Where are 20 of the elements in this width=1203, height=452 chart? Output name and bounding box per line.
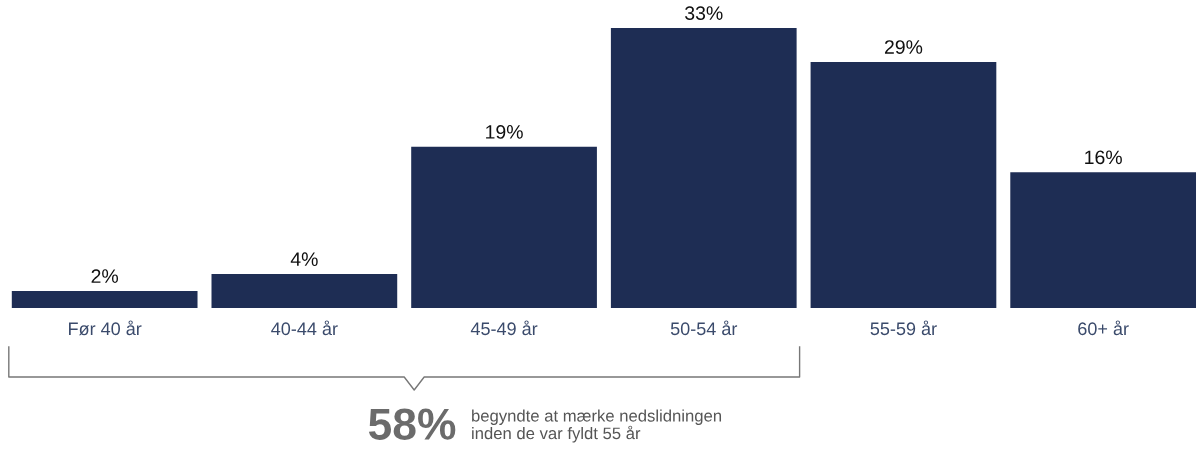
data-label: 33% xyxy=(685,6,723,20)
bar xyxy=(411,146,597,308)
bar xyxy=(211,274,398,308)
x-tick-label: 60+ år xyxy=(1078,320,1129,336)
bar xyxy=(610,28,797,308)
data-label: 16% xyxy=(1085,150,1122,165)
x-tick-label: 40-44 år xyxy=(271,320,338,336)
x-tick-label: 55-59 år xyxy=(870,320,937,336)
data-label: 19% xyxy=(486,125,523,139)
text: begyndte at mærke nedslidningen inden de var fyldt 55 år xyxy=(472,409,722,443)
data-label: 2% xyxy=(91,269,119,283)
text: 58% xyxy=(368,408,456,440)
bar xyxy=(810,61,997,308)
data-label: 29% xyxy=(884,40,923,54)
bar xyxy=(11,291,198,308)
x-tick-label: Før 40 år xyxy=(69,320,142,336)
x-tick-label: 45-49 år xyxy=(470,320,538,336)
bar xyxy=(1010,172,1197,308)
data-label: 4% xyxy=(290,252,318,266)
x-tick-label: 50-54 år xyxy=(670,320,738,336)
